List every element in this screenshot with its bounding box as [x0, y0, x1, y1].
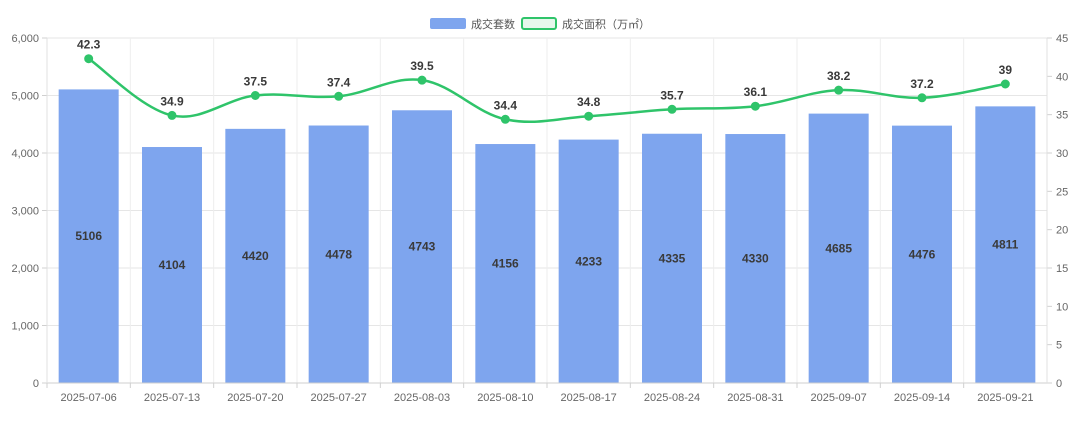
line-value-label: 37.5 — [244, 75, 268, 89]
bar — [558, 139, 619, 383]
bar — [308, 125, 369, 383]
y-left-tick-label: 3,000 — [11, 206, 39, 218]
y-right-tick-label: 25 — [1056, 186, 1068, 198]
bar-value-label: 4233 — [575, 254, 602, 268]
line-value-label: 34.4 — [494, 98, 518, 112]
line-point — [500, 114, 510, 124]
y-left-tick-label: 1,000 — [11, 321, 39, 333]
x-tick-label: 2025-07-20 — [227, 392, 283, 404]
y-right-tick-label: 0 — [1056, 378, 1062, 390]
bar-value-label: 4743 — [409, 240, 436, 254]
x-tick-label: 2025-07-13 — [144, 392, 200, 404]
legend-label-line: 成交面积（万㎡） — [562, 17, 650, 31]
legend-label-bar: 成交套数 — [471, 17, 515, 31]
line-point — [167, 110, 177, 120]
y-left-tick-label: 2,000 — [11, 263, 39, 275]
line-value-label: 37.2 — [910, 77, 934, 91]
y-right-tick-label: 30 — [1056, 148, 1068, 160]
line-point — [84, 54, 94, 64]
y-left-tick-label: 4,000 — [11, 148, 39, 160]
bar — [725, 134, 786, 383]
bar — [475, 144, 536, 383]
bar-value-label: 5106 — [75, 229, 102, 243]
bar-value-label: 4104 — [159, 258, 186, 272]
bar — [808, 113, 869, 384]
y-right-tick-label: 10 — [1056, 301, 1068, 313]
line-value-label: 38.2 — [827, 69, 851, 83]
bar — [642, 133, 702, 383]
legend-swatch-line — [521, 17, 557, 30]
data-labels: 5106 4104 4420 4478 4743 4156 4233 4335 4330 4685… — [75, 38, 1018, 272]
y-left-tick-label: 5,000 — [11, 91, 39, 103]
y-right-tick-label: 20 — [1056, 225, 1068, 237]
bar — [892, 125, 952, 383]
x-tick-label: 2025-09-14 — [894, 392, 950, 404]
line-point — [917, 93, 927, 103]
bar — [142, 147, 202, 383]
y-right-tick-label: 15 — [1056, 263, 1068, 275]
line-point — [834, 85, 844, 95]
legend-swatch-bar — [430, 18, 466, 29]
area-line — [87, 57, 1006, 124]
line-value-label: 34.8 — [577, 95, 601, 109]
line-value-label: 39.5 — [410, 59, 434, 73]
bar — [975, 106, 1036, 384]
line-value-label: 39 — [999, 63, 1013, 77]
x-tick-label: 2025-09-07 — [811, 392, 867, 404]
line-series — [84, 54, 1010, 124]
bar — [225, 128, 286, 383]
bar-value-label: 4685 — [825, 241, 852, 255]
y-right-tick-label: 40 — [1056, 71, 1068, 83]
x-tick-label: 2025-08-10 — [477, 392, 533, 404]
legend[interactable]: 成交套数 成交面积（万㎡） — [430, 17, 650, 31]
line-value-label: 42.3 — [77, 38, 101, 52]
line-point — [667, 104, 677, 114]
bar — [58, 89, 119, 383]
bar-value-label: 4330 — [742, 252, 769, 266]
line-point — [584, 111, 594, 121]
x-tick-label: 2025-08-24 — [644, 392, 700, 404]
bar — [392, 110, 452, 383]
y-left-tick-label: 6,000 — [11, 33, 39, 45]
x-tick-label: 2025-07-06 — [61, 392, 117, 404]
x-tick-label: 2025-08-31 — [727, 392, 783, 404]
x-tick-label: 2025-09-21 — [977, 392, 1033, 404]
bar-value-label: 4335 — [659, 251, 686, 265]
bar-value-label: 4420 — [242, 249, 269, 263]
axes: 01,0002,0003,0004,0005,0006,000051015202… — [11, 33, 1068, 404]
bar-value-label: 4478 — [325, 247, 352, 261]
line-value-label: 35.7 — [660, 88, 684, 102]
y-right-tick-label: 45 — [1056, 33, 1068, 45]
line-point — [417, 75, 427, 85]
line-value-label: 34.9 — [160, 94, 184, 108]
bar-series — [58, 89, 1036, 384]
x-tick-label: 2025-08-17 — [561, 392, 617, 404]
y-left-tick-label: 0 — [33, 378, 39, 390]
line-value-label: 36.1 — [744, 85, 768, 99]
legend-item-bar[interactable]: 成交套数 — [430, 17, 515, 31]
y-right-tick-label: 35 — [1056, 110, 1068, 122]
line-point — [1000, 79, 1010, 89]
x-tick-label: 2025-08-03 — [394, 392, 450, 404]
bar-value-label: 4156 — [492, 257, 519, 271]
x-tick-label: 2025-07-27 — [311, 392, 367, 404]
legend-item-line[interactable]: 成交面积（万㎡） — [521, 17, 650, 31]
bar-value-label: 4811 — [992, 238, 1018, 252]
y-right-tick-label: 5 — [1056, 340, 1062, 352]
line-value-label: 37.4 — [327, 75, 351, 89]
bar-value-label: 4476 — [909, 247, 936, 261]
line-point — [250, 91, 260, 100]
line-point — [750, 101, 760, 111]
line-point — [334, 91, 344, 101]
